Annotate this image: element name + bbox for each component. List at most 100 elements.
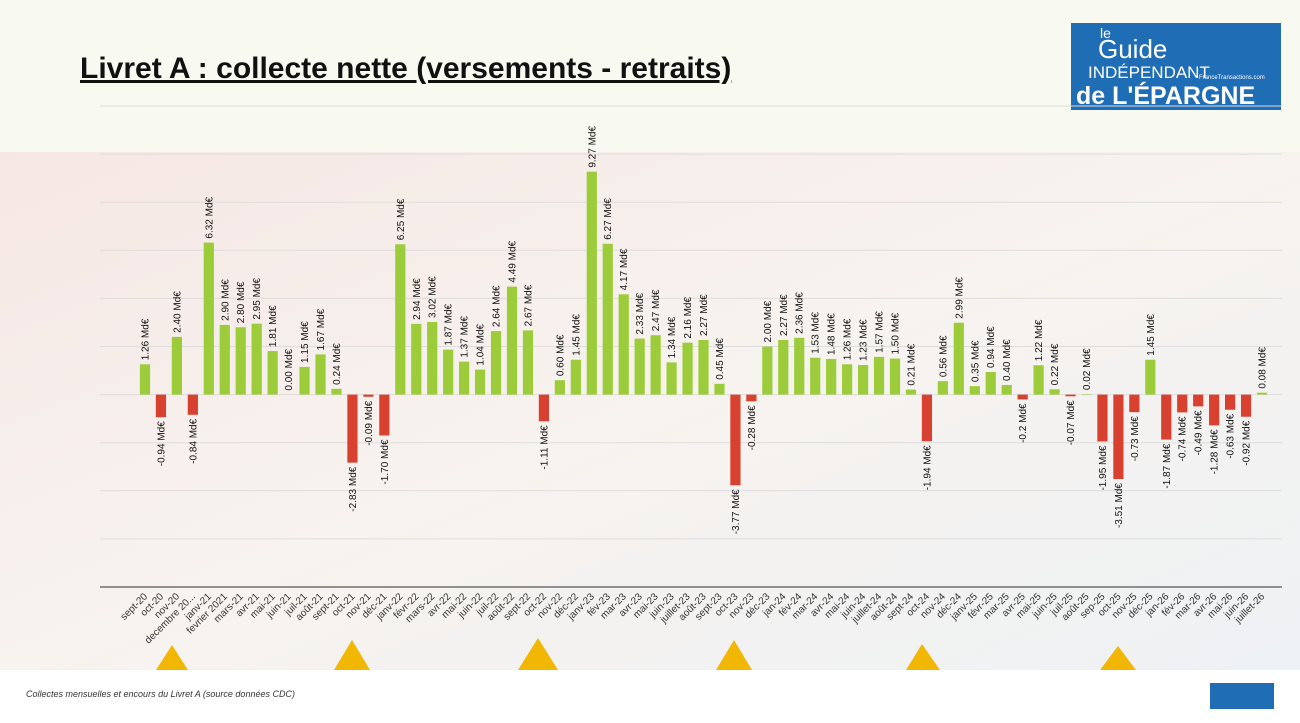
bar bbox=[411, 323, 422, 395]
bar bbox=[666, 362, 677, 395]
value-label: -1.95 Md€ bbox=[1098, 445, 1109, 490]
bar bbox=[953, 322, 964, 395]
bar bbox=[1049, 389, 1060, 395]
bar bbox=[873, 356, 885, 395]
bar bbox=[826, 359, 837, 395]
value-label: 1.34 Md€ bbox=[667, 316, 678, 358]
bar bbox=[650, 335, 661, 395]
value-label: 1.26 Md€ bbox=[843, 318, 854, 360]
value-label: -2.83 Md€ bbox=[348, 466, 359, 511]
bar bbox=[490, 331, 502, 395]
value-label: 2.99 Md€ bbox=[954, 277, 965, 319]
chart-title: Livret A : collecte nette (versements - … bbox=[80, 52, 731, 85]
value-label: 1.81 Md€ bbox=[268, 305, 279, 347]
value-label: 4.17 Md€ bbox=[619, 248, 630, 290]
value-label: -0.92 Md€ bbox=[1242, 420, 1253, 465]
bar bbox=[1097, 394, 1108, 442]
logo-text: le bbox=[1100, 25, 1111, 41]
value-label: 2.36 Md€ bbox=[795, 292, 806, 334]
bar bbox=[267, 351, 278, 395]
value-label: 1.87 Md€ bbox=[444, 303, 455, 345]
bar bbox=[794, 337, 805, 395]
bar bbox=[1145, 359, 1156, 395]
bar bbox=[299, 366, 310, 395]
value-label: 9.27 Md€ bbox=[587, 126, 598, 168]
bar bbox=[1161, 394, 1172, 440]
value-label: 2.95 Md€ bbox=[252, 278, 263, 320]
bar bbox=[857, 365, 869, 395]
value-label: -1.87 Md€ bbox=[1162, 443, 1173, 488]
value-label: -1.94 Md€ bbox=[922, 445, 933, 490]
bar bbox=[347, 394, 358, 463]
bar bbox=[842, 364, 853, 395]
logo-text: FranceTransactions.com bbox=[1199, 75, 1265, 81]
value-label: -0.84 Md€ bbox=[188, 418, 199, 463]
background-image bbox=[0, 150, 1300, 670]
bar bbox=[315, 354, 326, 395]
value-label: 4.49 Md€ bbox=[508, 240, 519, 282]
bar bbox=[443, 349, 454, 395]
value-label: 3.02 Md€ bbox=[428, 276, 439, 318]
value-label: -3.77 Md€ bbox=[731, 489, 742, 534]
bar bbox=[1256, 392, 1268, 395]
value-label: 2.40 Md€ bbox=[172, 291, 183, 333]
bar bbox=[155, 394, 167, 418]
value-label: -0.94 Md€ bbox=[156, 421, 167, 466]
bar bbox=[459, 361, 470, 395]
value-label: 1.57 Md€ bbox=[875, 311, 886, 353]
value-label: 6.32 Md€ bbox=[204, 196, 215, 238]
bar bbox=[522, 330, 534, 395]
value-label: 1.15 Md€ bbox=[300, 321, 311, 363]
bar bbox=[331, 388, 342, 395]
bar bbox=[395, 244, 406, 395]
value-label: -0.07 Md€ bbox=[1066, 400, 1077, 445]
value-label: 2.27 Md€ bbox=[779, 294, 790, 336]
value-label: -1.11 Md€ bbox=[539, 425, 550, 470]
value-label: -0.2 Md€ bbox=[1018, 403, 1029, 443]
value-label: -0.74 Md€ bbox=[1178, 416, 1189, 461]
bar bbox=[1065, 394, 1076, 397]
bar bbox=[985, 371, 996, 395]
logo-text: Guide bbox=[1098, 34, 1167, 64]
bar bbox=[586, 171, 597, 395]
bar bbox=[1001, 384, 1012, 395]
bar bbox=[171, 336, 183, 395]
value-label: 1.37 Md€ bbox=[460, 316, 471, 358]
bar bbox=[379, 394, 390, 436]
bar bbox=[1129, 394, 1140, 413]
bar bbox=[810, 357, 821, 395]
bar bbox=[1224, 394, 1236, 410]
value-label: 0.56 Md€ bbox=[938, 335, 949, 377]
bar bbox=[602, 243, 613, 395]
value-label: 0.40 Md€ bbox=[1002, 339, 1013, 381]
bar bbox=[363, 394, 374, 397]
value-label: 1.50 Md€ bbox=[890, 312, 901, 354]
value-label: 2.64 Md€ bbox=[492, 285, 503, 327]
value-label: -0.28 Md€ bbox=[747, 405, 758, 450]
value-label: 2.80 Md€ bbox=[236, 281, 247, 323]
value-label: -1.28 Md€ bbox=[1210, 429, 1221, 474]
bar bbox=[251, 323, 262, 395]
value-label: 2.33 Md€ bbox=[635, 292, 646, 334]
small-logo bbox=[1210, 683, 1274, 709]
bar bbox=[714, 383, 725, 395]
value-label: 0.00 Md€ bbox=[284, 348, 295, 390]
bar bbox=[762, 346, 773, 395]
value-label: 1.67 Md€ bbox=[316, 308, 327, 350]
bar bbox=[905, 389, 917, 395]
bar bbox=[538, 394, 550, 422]
value-label: 2.67 Md€ bbox=[523, 284, 534, 326]
bar bbox=[698, 340, 709, 395]
value-label: 0.35 Md€ bbox=[970, 340, 981, 382]
value-label: 0.02 Md€ bbox=[1082, 348, 1093, 390]
value-label: 6.25 Md€ bbox=[396, 198, 407, 240]
bar bbox=[730, 394, 741, 486]
bar bbox=[969, 386, 980, 395]
bar bbox=[187, 394, 198, 415]
bar bbox=[1113, 394, 1124, 480]
bar bbox=[1017, 394, 1028, 400]
bar bbox=[570, 359, 581, 395]
logo-text: INDÉPENDANT bbox=[1088, 63, 1210, 82]
value-label: 1.48 Md€ bbox=[827, 313, 838, 355]
